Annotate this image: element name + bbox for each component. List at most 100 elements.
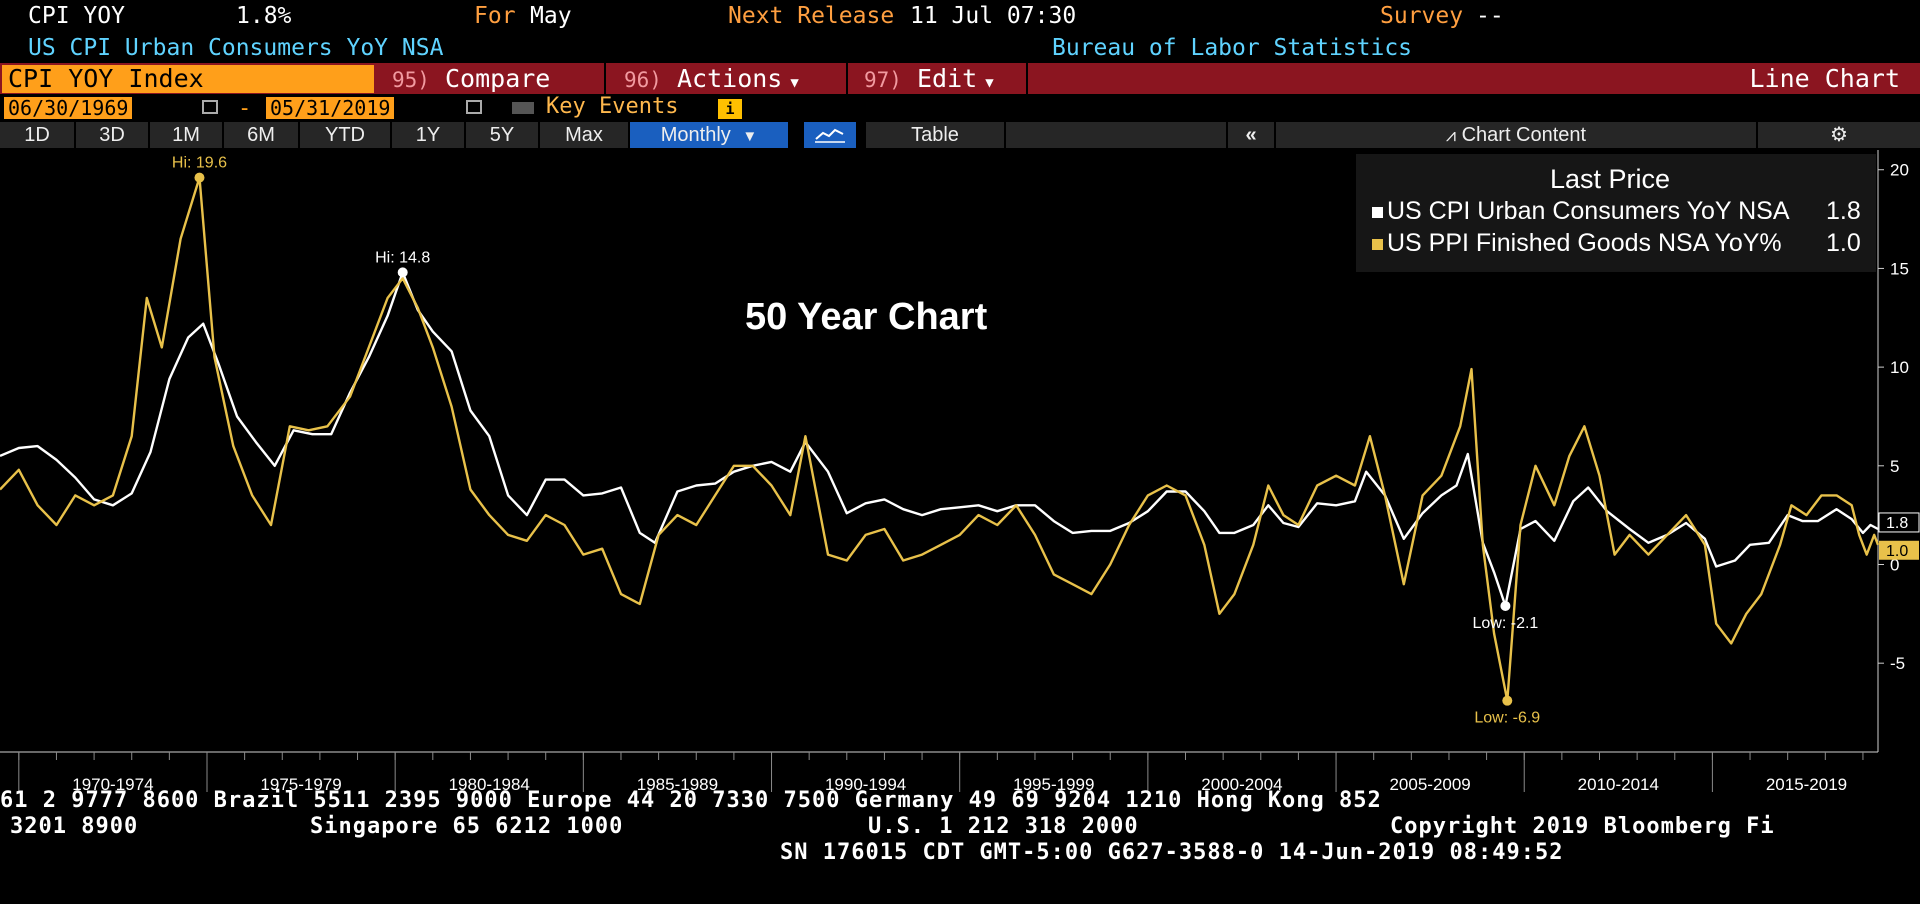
legend-item-ppi[interactable]: US PPI Finished Goods NSA YoY% bbox=[1372, 229, 1782, 258]
footer-line-2-right: Copyright 2019 Bloomberg Fi bbox=[1390, 814, 1775, 839]
footer-line-3: SN 176015 CDT GMT-5:00 G627-3588-0 14-Ju… bbox=[780, 840, 1564, 865]
chart-annotations: 1.8 1.0 Hi: 19.6 Hi: 14.8 Low: -2.1 Low: -6.9 bbox=[172, 155, 1920, 727]
period-ytd[interactable]: YTD bbox=[300, 122, 390, 148]
ppi-high-dot bbox=[194, 172, 205, 183]
edit-button[interactable]: 97) Edit ▼ bbox=[850, 63, 1028, 94]
legend-swatch bbox=[1372, 206, 1383, 218]
period-5y[interactable]: 5Y bbox=[466, 122, 538, 148]
key-events-label[interactable]: Key Events bbox=[546, 94, 679, 119]
edit-label: Edit bbox=[917, 64, 978, 93]
y-tick-label: -5 bbox=[1890, 654, 1905, 673]
chart-content-icon: ⩘ bbox=[1445, 125, 1457, 145]
x-tick-label: 1995-1999 bbox=[1013, 775, 1094, 794]
x-tick-label: 2005-2009 bbox=[1389, 775, 1470, 794]
ppi-low-label: Low: -6.9 bbox=[1474, 710, 1540, 727]
settings-gear-icon[interactable]: ⚙ bbox=[1758, 122, 1920, 148]
chevron-down-icon: ▼ bbox=[790, 75, 799, 91]
ppi-high-label: Hi: 19.6 bbox=[172, 155, 227, 172]
toolbar-spacer bbox=[1006, 122, 1226, 148]
calendar-icon[interactable] bbox=[466, 100, 482, 114]
edit-num: 97) bbox=[864, 68, 902, 92]
y-tick-label: 20 bbox=[1890, 161, 1909, 180]
last-value-tag bbox=[1878, 512, 1920, 533]
chevron-down-icon: ▼ bbox=[985, 75, 994, 91]
key-events-checkbox[interactable] bbox=[512, 102, 534, 114]
y-tick-label: 10 bbox=[1890, 358, 1909, 377]
actions-num: 96) bbox=[624, 68, 662, 92]
legend-box bbox=[1356, 154, 1876, 272]
survey-value: -- bbox=[1476, 3, 1504, 29]
compare-num: 95) bbox=[392, 68, 430, 92]
frequency-label: Monthly bbox=[660, 124, 731, 146]
x-tick-label: 1985-1989 bbox=[637, 775, 718, 794]
last-value-tag bbox=[1879, 540, 1919, 560]
cpi-series-line bbox=[0, 271, 1879, 608]
cpi-high-dot bbox=[397, 267, 408, 278]
period-6m[interactable]: 6M bbox=[224, 122, 298, 148]
x-tick-label: 1980-1984 bbox=[449, 775, 530, 794]
y-tick-label: 0 bbox=[1890, 555, 1899, 574]
period-1m[interactable]: 1M bbox=[150, 122, 222, 148]
chart-type-label: Line Chart bbox=[1749, 64, 1900, 93]
x-tick-label: 1970-1974 bbox=[72, 775, 153, 794]
for-value: May bbox=[530, 3, 572, 29]
x-tick-label: 2015-2019 bbox=[1766, 775, 1847, 794]
last-value-tag-label: 1.8 bbox=[1886, 515, 1908, 532]
x-tick-label: 2010-2014 bbox=[1578, 775, 1659, 794]
chart-annotation-title: 50 Year Chart bbox=[745, 296, 988, 338]
period-1y[interactable]: 1Y bbox=[392, 122, 464, 148]
ppi-low-dot bbox=[1502, 695, 1513, 706]
legend-value: 1.0 bbox=[1826, 229, 1861, 257]
ticker-label: CPI YOY bbox=[28, 3, 125, 29]
cpi-high-label: Hi: 14.8 bbox=[375, 249, 430, 266]
footer-line-2-left: 3201 8900 bbox=[10, 814, 139, 839]
collapse-icon[interactable]: « bbox=[1228, 122, 1274, 148]
period-1d[interactable]: 1D bbox=[0, 122, 74, 148]
legend-item-cpi[interactable]: US CPI Urban Consumers YoY NSA bbox=[1372, 197, 1790, 226]
legend-swatch bbox=[1372, 238, 1383, 250]
end-date-field[interactable]: 05/31/2019 bbox=[266, 97, 395, 119]
next-release-label: Next Release bbox=[728, 3, 895, 29]
chart-content-button[interactable]: ⩘ Chart Content bbox=[1276, 122, 1756, 148]
last-value-tag-label: 1.0 bbox=[1886, 543, 1908, 560]
start-date-field[interactable]: 06/30/1969 bbox=[4, 97, 133, 119]
line-chart-icon[interactable] bbox=[804, 122, 856, 148]
legend-value: 1.8 bbox=[1826, 197, 1861, 225]
for-label: For bbox=[474, 3, 516, 29]
cpi-low-label: Low: -2.1 bbox=[1473, 615, 1539, 632]
ppi-series-line bbox=[0, 176, 1880, 702]
compare-button[interactable]: 95) Compare bbox=[378, 63, 606, 94]
source: Bureau of Labor Statistics bbox=[1052, 35, 1413, 61]
compare-label: Compare bbox=[445, 64, 551, 93]
legend-title: Last Price bbox=[1550, 164, 1671, 194]
footer-line-1: 61 2 9777 8600 Brazil 5511 2395 9000 Eur… bbox=[0, 788, 1382, 813]
date-separator: - bbox=[238, 96, 252, 121]
chart-axes: -5 0 5 10 15 20 1970-1974 1975-1979 1980-1984 198… bbox=[0, 150, 1909, 794]
y-tick-label: 5 bbox=[1890, 457, 1899, 476]
x-tick-label: 1990-1994 bbox=[825, 775, 906, 794]
legend-label: US CPI Urban Consumers YoY NSA bbox=[1387, 197, 1790, 225]
table-button[interactable]: Table bbox=[866, 122, 1004, 148]
x-tick-label: 1975-1979 bbox=[260, 775, 341, 794]
cpi-low-dot bbox=[1500, 600, 1511, 611]
actions-button[interactable]: 96) Actions ▼ bbox=[608, 63, 848, 94]
footer-line-2-us: U.S. 1 212 318 2000 bbox=[868, 814, 1139, 839]
chart-content-label: Chart Content bbox=[1461, 124, 1587, 146]
y-tick-label: 15 bbox=[1890, 259, 1909, 278]
security-field[interactable]: CPI YOY Index bbox=[2, 65, 374, 93]
legend-label: US PPI Finished Goods NSA YoY% bbox=[1387, 229, 1782, 257]
chart-lines bbox=[0, 176, 1880, 702]
period-max[interactable]: Max bbox=[540, 122, 628, 148]
calendar-icon[interactable] bbox=[202, 100, 218, 114]
period-3d[interactable]: 3D bbox=[76, 122, 148, 148]
survey-label: Survey bbox=[1380, 3, 1464, 29]
frequency-dropdown[interactable]: Monthly ▼ bbox=[630, 122, 788, 148]
actions-label: Actions bbox=[677, 64, 783, 93]
last-value: 1.8% bbox=[236, 3, 292, 29]
info-icon[interactable]: i bbox=[718, 99, 742, 119]
next-release-value: 11 Jul 07:30 bbox=[910, 3, 1077, 29]
description: US CPI Urban Consumers YoY NSA bbox=[28, 35, 444, 61]
x-tick-label: 2000-2004 bbox=[1201, 775, 1282, 794]
footer-line-2-mid: Singapore 65 6212 1000 bbox=[310, 814, 624, 839]
